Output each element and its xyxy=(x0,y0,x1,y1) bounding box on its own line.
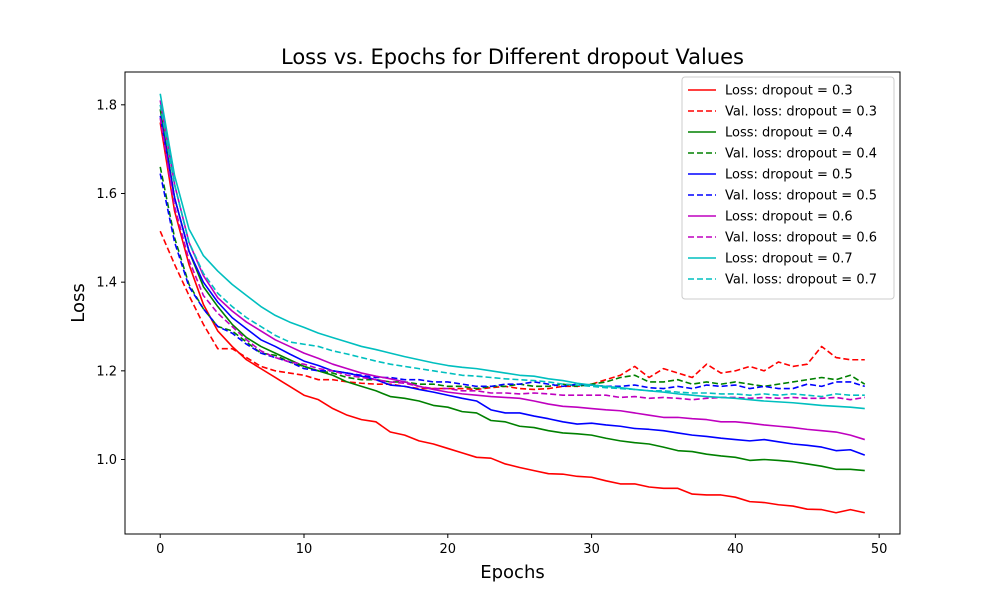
series-lines xyxy=(159,93,866,514)
legend-label: Loss: dropout = 0.4 xyxy=(725,126,853,141)
x-axis: 0 10 20 30 40 50 xyxy=(156,534,887,557)
x-tick-label: 50 xyxy=(871,542,888,557)
chart-title: Loss vs. Epochs for Different dropout Va… xyxy=(281,45,744,69)
legend-label: Loss: dropout = 0.3 xyxy=(725,84,853,99)
y-tick-label: 1.4 xyxy=(96,276,117,291)
x-axis-title: Epochs xyxy=(480,562,545,583)
legend-label: Val. loss: dropout = 0.3 xyxy=(725,105,877,120)
series-line-8 xyxy=(159,117,865,401)
x-tick-label: 20 xyxy=(440,542,457,557)
legend-label: Val. loss: dropout = 0.5 xyxy=(725,189,877,204)
y-tick-label: 1.0 xyxy=(96,453,117,468)
series-line-7 xyxy=(159,100,866,441)
legend: Loss: dropout = 0.3 Val. loss: dropout = … xyxy=(681,76,895,300)
legend-label: Val. loss: dropout = 0.7 xyxy=(725,273,877,288)
x-tick-label: 10 xyxy=(296,542,313,557)
y-tick-label: 1.6 xyxy=(96,187,117,202)
series-line-10 xyxy=(159,104,865,398)
y-tick-label: 1.2 xyxy=(96,364,117,379)
series-line-1 xyxy=(159,122,865,514)
series-line-5 xyxy=(159,115,866,456)
series-line-9 xyxy=(159,93,865,410)
legend-label: Loss: dropout = 0.5 xyxy=(725,168,853,183)
legend-label: Loss: dropout = 0.6 xyxy=(725,210,853,225)
series-line-3 xyxy=(159,109,865,472)
axes-frame xyxy=(124,71,901,535)
x-tick-label: 40 xyxy=(727,542,744,557)
y-tick-label: 1.8 xyxy=(96,98,117,113)
x-tick-label: 0 xyxy=(156,542,164,557)
y-axis: 1.0 1.2 1.4 1.6 1.8 xyxy=(96,98,125,468)
series-line-2 xyxy=(159,230,865,391)
series-line-4 xyxy=(159,166,866,390)
legend-label: Val. loss: dropout = 0.4 xyxy=(725,147,877,162)
x-tick-label: 30 xyxy=(583,542,600,557)
y-axis-title: Loss xyxy=(68,283,89,322)
legend-box xyxy=(681,76,895,300)
legend-label: Val. loss: dropout = 0.6 xyxy=(725,231,877,246)
legend-label: Loss: dropout = 0.7 xyxy=(725,252,853,267)
